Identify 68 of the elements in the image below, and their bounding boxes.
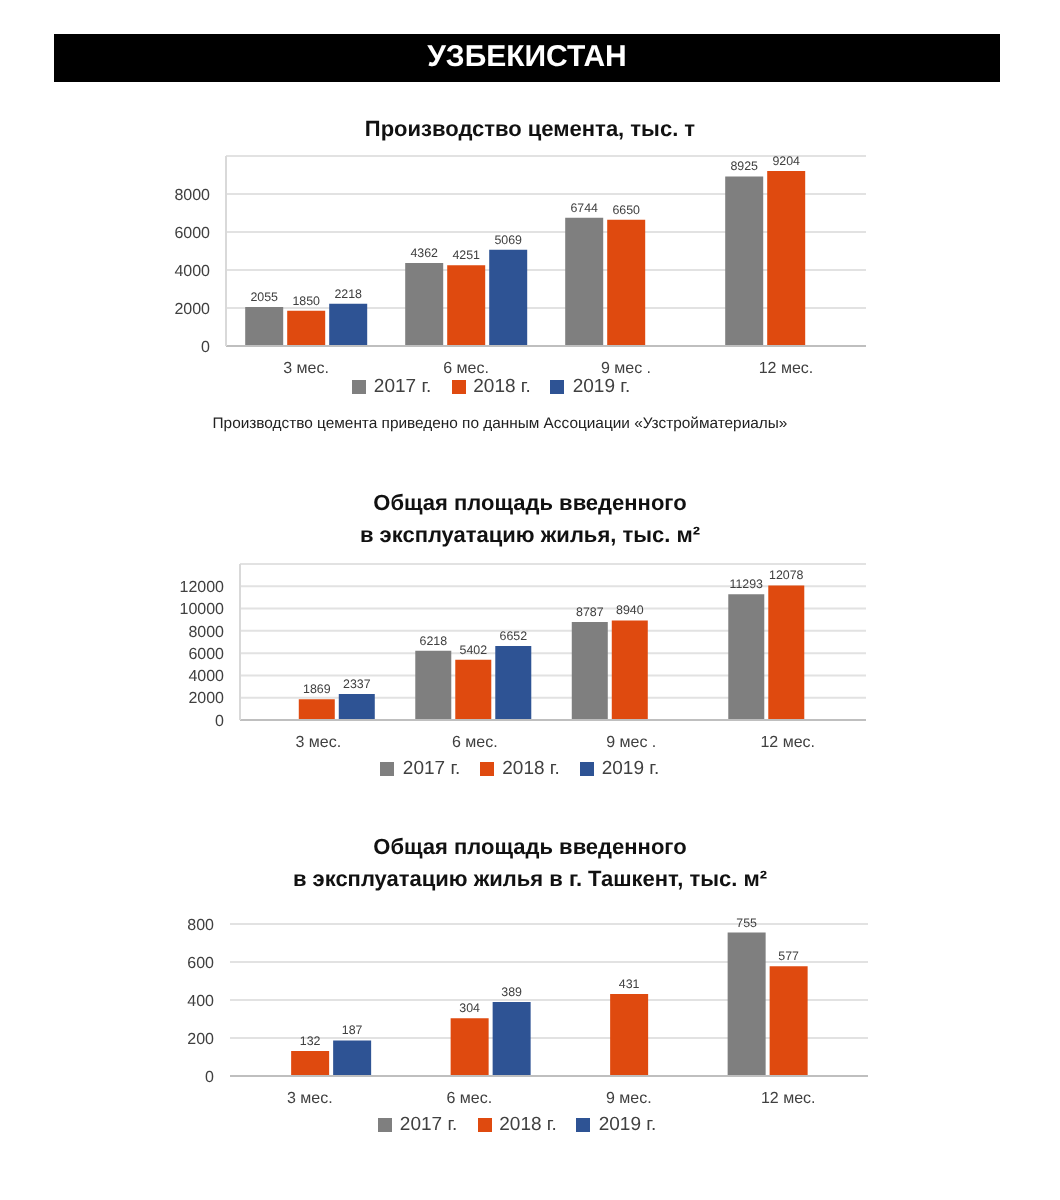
y-tick-label: 6000 <box>174 223 212 242</box>
banner: УЗБЕКИСТАН <box>54 34 1000 82</box>
y-tick-label: 0 <box>205 1067 216 1086</box>
bar <box>298 699 335 720</box>
legend-label: 2018 г. <box>499 1114 557 1136</box>
y-tick-label: 2000 <box>188 689 226 708</box>
bar <box>333 1040 372 1076</box>
bar <box>489 249 528 346</box>
chart-title: Общая площадь введенного в эксплуатацию жилья, тыс. м² <box>357 490 703 552</box>
legend-label: 2017 г. <box>373 376 432 398</box>
y-tick-label: 4000 <box>188 667 226 686</box>
legend-label: 2018 г. <box>473 376 531 398</box>
bar <box>405 263 444 346</box>
bar <box>769 966 808 1076</box>
x-tick-label: 6 мес. <box>446 1089 493 1108</box>
bar <box>727 932 766 1076</box>
bar <box>571 622 608 720</box>
x-tick-label: 9 мес . <box>606 733 657 752</box>
x-tick-label: 9 мес . <box>600 359 652 378</box>
bar <box>767 171 806 346</box>
legend-label: 2019 г. <box>572 376 631 398</box>
bar <box>565 217 604 346</box>
y-tick-label: 400 <box>187 991 216 1010</box>
legend-label: 2017 г. <box>399 1114 458 1136</box>
y-tick-label: 2000 <box>174 299 212 318</box>
bar <box>768 585 805 720</box>
bar <box>725 176 764 346</box>
y-tick-label: 8000 <box>188 622 226 641</box>
bar <box>291 1050 330 1076</box>
y-tick-label: 600 <box>187 953 216 972</box>
y-tick-label: 800 <box>187 915 216 934</box>
bar <box>287 310 326 346</box>
x-tick-label: 3 мес. <box>283 359 329 378</box>
chart-title: Производство цемента, тыс. т <box>362 116 698 146</box>
bar <box>607 219 646 346</box>
x-tick-label: 6 мес. <box>443 359 489 378</box>
x-tick-label: 12 мес. <box>760 733 816 752</box>
y-tick-label: 0 <box>215 711 226 730</box>
chart-title: Общая площадь введенного в эксплуатацию жилья в г. Ташкент, тыс. м² <box>290 834 770 896</box>
legend-label: 2017 г. <box>402 758 461 780</box>
bar <box>610 994 649 1076</box>
bar <box>447 265 486 346</box>
legend-label: 2019 г. <box>601 758 660 780</box>
y-tick-label: 200 <box>187 1029 216 1048</box>
legend-label: 2018 г. <box>502 758 560 780</box>
x-tick-label: 3 мес. <box>286 1089 333 1108</box>
bar <box>338 693 375 720</box>
bar <box>245 306 284 346</box>
y-tick-label: 12000 <box>179 577 226 596</box>
x-tick-label: 3 мес. <box>295 733 342 752</box>
y-tick-label: 0 <box>201 337 212 356</box>
x-tick-label: 12 мес. <box>758 359 814 378</box>
bar <box>492 1002 531 1076</box>
x-tick-label: 9 мес. <box>605 1089 652 1108</box>
bar <box>495 645 532 720</box>
bar <box>329 303 368 346</box>
x-tick-label: 12 мес. <box>760 1089 816 1108</box>
y-tick-label: 8000 <box>174 185 212 204</box>
bar <box>415 650 452 720</box>
y-tick-label: 10000 <box>179 600 226 619</box>
legend-label: 2019 г. <box>598 1114 657 1136</box>
bar <box>611 620 648 720</box>
x-tick-label: 6 мес. <box>451 733 498 752</box>
y-tick-label: 4000 <box>174 261 212 280</box>
bar <box>455 659 492 720</box>
bar <box>450 1018 489 1076</box>
bar <box>728 594 765 720</box>
y-tick-label: 6000 <box>188 644 226 663</box>
